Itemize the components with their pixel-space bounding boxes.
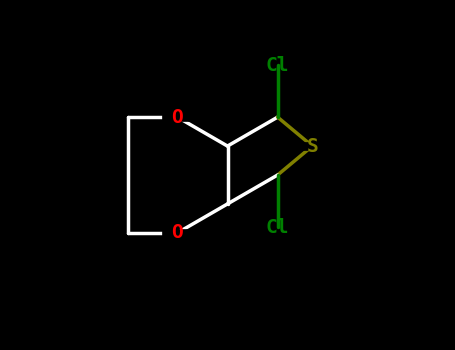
Text: Cl: Cl (266, 218, 289, 237)
Text: O: O (172, 223, 183, 242)
Text: Cl: Cl (266, 56, 289, 75)
Text: S: S (307, 136, 318, 155)
Text: O: O (172, 108, 183, 127)
